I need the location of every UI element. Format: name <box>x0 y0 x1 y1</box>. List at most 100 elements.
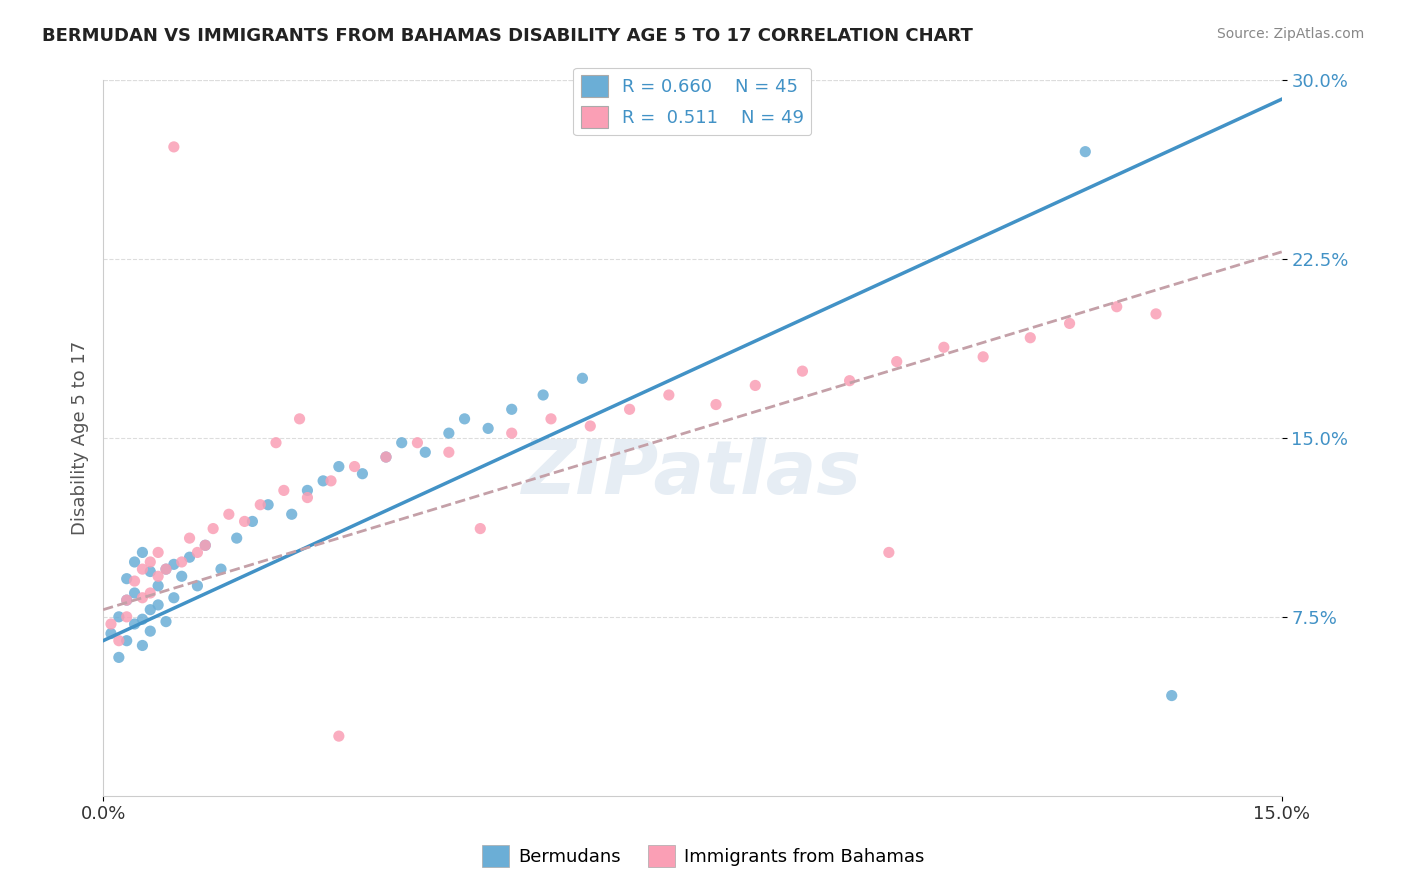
Point <box>437 426 460 441</box>
Point <box>115 610 138 624</box>
Point <box>139 603 162 617</box>
Point <box>194 538 217 552</box>
Point <box>139 624 162 639</box>
Point <box>453 412 475 426</box>
Point <box>744 378 766 392</box>
Point <box>124 555 146 569</box>
Point <box>115 593 138 607</box>
Point <box>163 558 186 572</box>
Point <box>406 435 429 450</box>
Point <box>391 435 413 450</box>
Point <box>139 586 162 600</box>
Point <box>877 545 900 559</box>
Point <box>124 617 146 632</box>
Point <box>202 522 225 536</box>
Point <box>131 591 153 605</box>
Point <box>131 545 153 559</box>
Point <box>1074 145 1097 159</box>
Point <box>131 639 153 653</box>
Point <box>249 498 271 512</box>
Point <box>170 569 193 583</box>
Point <box>571 371 593 385</box>
Point <box>139 565 162 579</box>
Point <box>186 545 208 559</box>
Point <box>470 522 492 536</box>
Point <box>319 474 342 488</box>
Point <box>1144 307 1167 321</box>
Point <box>179 531 201 545</box>
Point <box>131 612 153 626</box>
Point <box>257 498 280 512</box>
Point <box>155 562 177 576</box>
Point <box>100 626 122 640</box>
Legend: Bermudans, Immigrants from Bahamas: Bermudans, Immigrants from Bahamas <box>475 838 931 874</box>
Point <box>146 598 169 612</box>
Point <box>209 562 232 576</box>
Point <box>194 538 217 552</box>
Point <box>437 445 460 459</box>
Point <box>115 593 138 607</box>
Point <box>658 388 681 402</box>
Point <box>1105 300 1128 314</box>
Point <box>297 491 319 505</box>
Point <box>1019 331 1042 345</box>
Point <box>108 610 131 624</box>
Legend: R = 0.660    N = 45, R =  0.511    N = 49: R = 0.660 N = 45, R = 0.511 N = 49 <box>574 68 811 136</box>
Point <box>170 555 193 569</box>
Point <box>280 508 302 522</box>
Point <box>328 459 350 474</box>
Point <box>288 412 311 426</box>
Point <box>312 474 335 488</box>
Point <box>131 562 153 576</box>
Text: BERMUDAN VS IMMIGRANTS FROM BAHAMAS DISABILITY AGE 5 TO 17 CORRELATION CHART: BERMUDAN VS IMMIGRANTS FROM BAHAMAS DISA… <box>42 27 973 45</box>
Point <box>932 340 955 354</box>
Point <box>146 579 169 593</box>
Point <box>124 574 146 588</box>
Point <box>146 545 169 559</box>
Point <box>297 483 319 498</box>
Point <box>273 483 295 498</box>
Point <box>155 562 177 576</box>
Point <box>972 350 994 364</box>
Point <box>146 569 169 583</box>
Point <box>163 140 186 154</box>
Point <box>413 445 436 459</box>
Point <box>540 412 562 426</box>
Point <box>531 388 554 402</box>
Point <box>343 459 366 474</box>
Point <box>501 426 523 441</box>
Point <box>218 508 240 522</box>
Point <box>163 591 186 605</box>
Point <box>1059 317 1081 331</box>
Point <box>264 435 287 450</box>
Point <box>124 586 146 600</box>
Point <box>225 531 247 545</box>
Point <box>375 450 398 464</box>
Point <box>108 633 131 648</box>
Point <box>704 398 727 412</box>
Point <box>328 729 350 743</box>
Point <box>179 550 201 565</box>
Point <box>477 421 499 435</box>
Point <box>619 402 641 417</box>
Point <box>501 402 523 417</box>
Point <box>139 555 162 569</box>
Point <box>352 467 374 481</box>
Point <box>186 579 208 593</box>
Point <box>838 374 860 388</box>
Y-axis label: Disability Age 5 to 17: Disability Age 5 to 17 <box>72 341 89 535</box>
Point <box>115 572 138 586</box>
Point <box>100 617 122 632</box>
Point <box>375 450 398 464</box>
Point <box>108 650 131 665</box>
Point <box>242 515 264 529</box>
Point <box>886 354 908 368</box>
Text: Source: ZipAtlas.com: Source: ZipAtlas.com <box>1216 27 1364 41</box>
Text: ZIPatlas: ZIPatlas <box>523 437 862 510</box>
Point <box>233 515 256 529</box>
Point <box>579 419 602 434</box>
Point <box>1160 689 1182 703</box>
Point <box>792 364 814 378</box>
Point <box>115 633 138 648</box>
Point <box>155 615 177 629</box>
